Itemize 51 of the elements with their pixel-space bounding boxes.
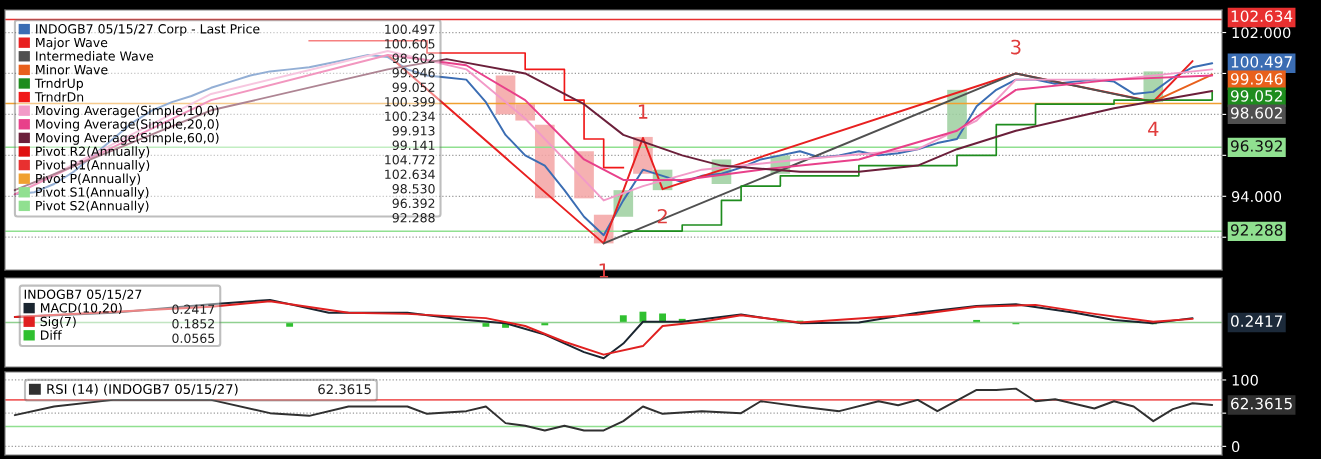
annotation: 99.141 (392, 140, 435, 151)
legend-label: Pivot S1(Annually) (36, 187, 149, 200)
legend-label: Minor Wave (36, 64, 108, 75)
annotation: 100.605 (385, 39, 435, 49)
legend-label: Sig(7) (40, 316, 76, 329)
legend-label: RSI (14) (INDOGB7 05/15/27) (47, 383, 238, 396)
legend-label: TrndrDn (34, 91, 84, 102)
legend-label: Diff (41, 330, 62, 340)
y-tick-label: 0 (1231, 441, 1240, 453)
annotation: 100.234 (385, 111, 435, 122)
legend-title: INDOGB7 05/15/27 (24, 289, 142, 300)
legend-label: TrndrUp (34, 78, 84, 91)
legend-label: Pivot R2(Annually) (36, 146, 150, 159)
annotation: 99.946 (392, 68, 435, 78)
annotation: 62.3615 (318, 384, 371, 395)
y-tick-label: 100 (1232, 374, 1258, 386)
text: 98.602 (1230, 107, 1282, 119)
legend-label: Moving Average(Simple,20,0) (36, 119, 219, 132)
annotation: 3 (1011, 39, 1021, 55)
annotation: 100.399 (385, 97, 435, 107)
text: 0.2417 (1231, 315, 1283, 327)
annotation: 98.530 (392, 184, 435, 194)
legend-label: MACD(10,20) (41, 302, 122, 315)
legend-label: INDOGB7 05/15/27 Corp - Last Price (36, 23, 260, 36)
legend-label: Major Wave (36, 37, 108, 50)
annotation: 104.772 (385, 155, 435, 165)
annotation: 98.602 (392, 53, 435, 64)
legend-label: Moving Average(Simple,60,0) (36, 132, 219, 145)
legend-label: Intermediate Wave (36, 51, 154, 61)
legend-label: Pivot P(Annually) (36, 173, 141, 186)
annotation: 102.634 (385, 169, 435, 180)
annotation: 0.1852 (172, 319, 214, 329)
annotation: 4 (1148, 121, 1159, 136)
text: 99.946 (1230, 73, 1283, 85)
legend-label: Pivot S2(Annually) (36, 200, 149, 213)
y-tick-label: 102.000 (1232, 27, 1291, 39)
annotation: 0.0565 (172, 333, 215, 343)
text: 96.392 (1230, 140, 1282, 152)
annotation: 96.392 (392, 198, 435, 209)
legend-label: Moving Average(Simple,10,0) (36, 105, 219, 118)
y-tick-label: 94.000 (1231, 191, 1282, 203)
text: 62.3615 (1231, 397, 1292, 410)
text: 102.634 (1231, 10, 1293, 22)
annotation: 99.913 (392, 126, 435, 136)
legend-label: Pivot R1(Annually) (36, 159, 150, 172)
text: 92.288 (1230, 224, 1283, 236)
text: 99.052 (1230, 90, 1282, 102)
annotation: 1 (638, 104, 648, 119)
annotation: 100.497 (385, 24, 435, 35)
text: 100.497 (1231, 56, 1292, 68)
annotation: 92.288 (392, 213, 435, 223)
